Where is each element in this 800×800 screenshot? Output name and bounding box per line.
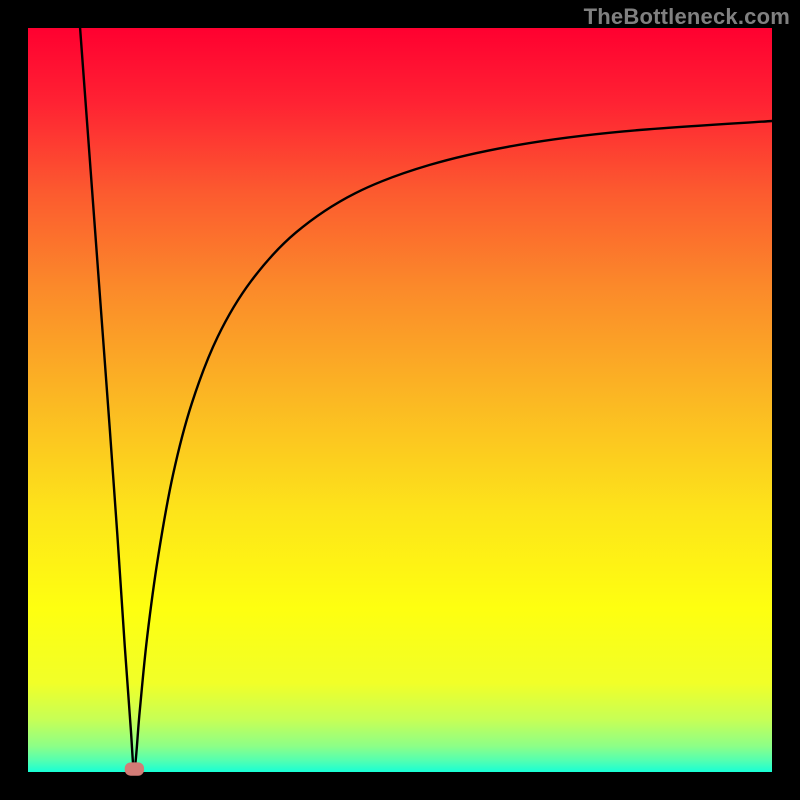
watermark-text: TheBottleneck.com [584, 4, 790, 30]
minimum-marker [125, 762, 144, 775]
bottleneck-chart: TheBottleneck.com [0, 0, 800, 800]
chart-svg [0, 0, 800, 800]
chart-background-gradient [28, 28, 772, 772]
